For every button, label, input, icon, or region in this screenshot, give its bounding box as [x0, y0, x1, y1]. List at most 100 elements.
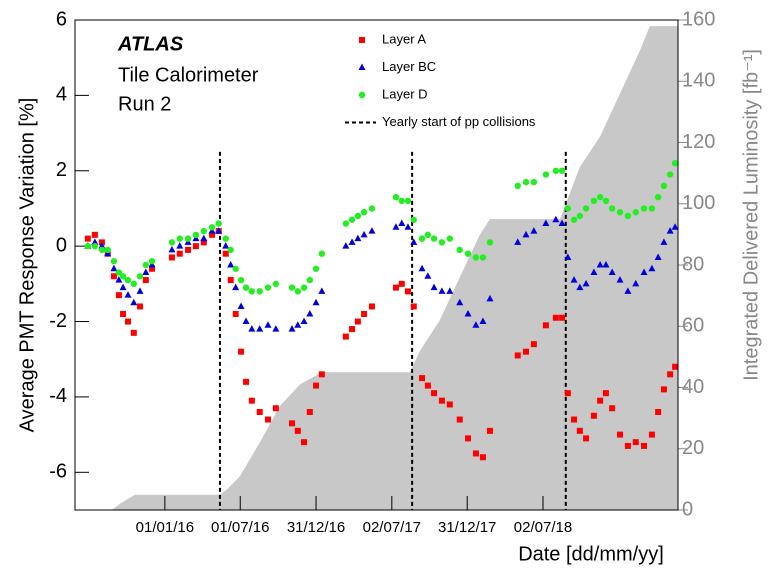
data-point — [479, 317, 487, 325]
data-point — [318, 287, 326, 294]
data-point — [272, 405, 279, 412]
data-point — [616, 276, 624, 283]
data-point — [609, 405, 616, 412]
data-point — [617, 431, 624, 438]
data-point — [149, 265, 156, 272]
data-point — [142, 268, 150, 276]
data-point — [648, 264, 656, 272]
data-point — [264, 284, 272, 291]
data-point — [464, 250, 472, 257]
data-point — [542, 322, 549, 329]
data-point — [110, 264, 118, 272]
data-point — [430, 235, 438, 242]
data-point — [354, 212, 362, 220]
data-point — [640, 205, 648, 212]
data-point — [530, 178, 538, 186]
data-point — [200, 234, 208, 242]
data-point — [608, 268, 616, 276]
data-point — [542, 171, 550, 178]
data-point — [354, 234, 362, 242]
data-point — [514, 238, 522, 245]
data-point — [176, 242, 184, 249]
data-point — [564, 253, 572, 260]
data-point — [124, 291, 132, 298]
data-point — [248, 397, 255, 404]
x-tick-label: 31/12/17 — [438, 519, 496, 536]
data-point — [168, 245, 176, 253]
data-point — [222, 250, 229, 257]
data-point — [404, 197, 412, 205]
data-point — [558, 167, 566, 174]
data-point — [130, 280, 138, 288]
data-point — [200, 239, 207, 246]
data-point — [168, 254, 175, 261]
data-point — [91, 242, 99, 250]
data-point — [256, 288, 263, 295]
data-point — [446, 235, 454, 242]
y-axis-label: Average PMT Response Variation [%] — [16, 98, 38, 433]
y2-tick-label: 0 — [682, 498, 693, 520]
data-point — [410, 303, 417, 310]
data-point — [590, 412, 597, 419]
x-tick-label: 01/01/16 — [136, 519, 194, 536]
data-point — [354, 318, 361, 325]
data-point — [542, 219, 550, 227]
annotation: Run 2 — [118, 93, 171, 115]
data-point — [666, 171, 674, 178]
data-point — [242, 284, 250, 291]
data-point — [564, 205, 572, 212]
y2-tick-label: 140 — [682, 70, 715, 92]
data-point — [110, 258, 118, 265]
data-point — [264, 321, 272, 328]
plot-frame — [74, 19, 679, 511]
data-point — [624, 287, 632, 294]
data-point — [272, 325, 280, 332]
data-point — [104, 246, 111, 254]
y-tick-label: -6 — [49, 461, 67, 483]
data-point — [641, 442, 648, 449]
data-point — [576, 283, 584, 291]
data-point — [148, 258, 156, 265]
data-point — [654, 193, 662, 201]
data-point — [176, 235, 183, 242]
data-point — [272, 280, 280, 288]
data-point — [294, 288, 302, 295]
data-point — [125, 318, 132, 325]
data-point — [392, 193, 400, 201]
data-point — [404, 288, 411, 295]
data-point — [238, 348, 245, 355]
legend-label: Layer D — [382, 86, 428, 101]
data-point — [115, 276, 123, 283]
data-point — [368, 205, 376, 212]
data-point — [456, 246, 463, 254]
y2-tick-label: 160 — [682, 8, 715, 30]
data-point — [632, 439, 639, 446]
data-point — [98, 246, 106, 254]
data-point — [184, 235, 192, 242]
data-point — [342, 220, 350, 227]
data-point — [654, 253, 662, 260]
data-point — [192, 231, 200, 239]
data-point — [472, 321, 480, 328]
data-point — [289, 420, 296, 427]
data-point — [360, 230, 368, 238]
data-point — [227, 261, 235, 268]
data-point — [349, 326, 356, 333]
data-point — [583, 435, 590, 442]
data-point — [368, 303, 375, 310]
data-point — [392, 284, 399, 291]
data-point — [671, 160, 678, 167]
data-point — [530, 227, 538, 234]
data-point — [602, 390, 609, 397]
data-point — [602, 261, 610, 268]
data-point — [288, 325, 296, 332]
x-axis-label: Date [dd/mm/yy] — [518, 543, 664, 565]
data-point — [514, 182, 521, 190]
data-point — [136, 287, 144, 294]
data-point — [431, 390, 438, 397]
data-point — [523, 348, 530, 355]
data-point — [91, 231, 98, 238]
data-point — [215, 220, 222, 227]
